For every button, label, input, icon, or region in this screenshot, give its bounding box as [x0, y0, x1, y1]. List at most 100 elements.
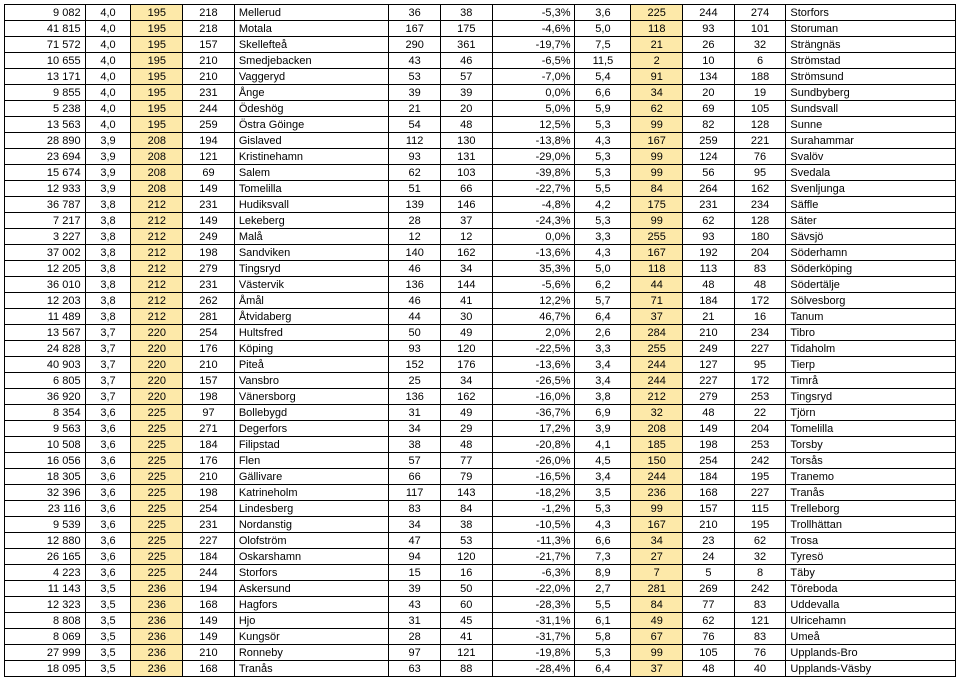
cell: Svedala — [786, 165, 956, 181]
cell: 6,1 — [575, 613, 631, 629]
cell: 12 880 — [5, 533, 86, 549]
cell: 46 — [389, 261, 441, 277]
table-row: 26 1653,6225184Oskarshamn94120-21,7%7,32… — [5, 549, 956, 565]
cell: 27 — [631, 549, 683, 565]
cell: 7 217 — [5, 213, 86, 229]
cell: -13,8% — [492, 133, 575, 149]
cell: 220 — [131, 389, 183, 405]
cell: 225 — [131, 501, 183, 517]
cell: 84 — [440, 501, 492, 517]
cell: Mellerud — [234, 5, 388, 21]
cell: Tibro — [786, 325, 956, 341]
cell: 10 508 — [5, 437, 86, 453]
cell: 4,0 — [85, 21, 131, 37]
cell: 4,5 — [575, 453, 631, 469]
cell: 167 — [631, 517, 683, 533]
cell: 279 — [683, 389, 735, 405]
cell: 48 — [440, 437, 492, 453]
cell: 236 — [131, 613, 183, 629]
cell: 236 — [131, 661, 183, 677]
cell: 4,2 — [575, 197, 631, 213]
cell: 120 — [440, 549, 492, 565]
cell: 105 — [683, 645, 735, 661]
cell: Västervik — [234, 277, 388, 293]
cell: 4,0 — [85, 101, 131, 117]
cell: 3,9 — [85, 165, 131, 181]
cell: -7,0% — [492, 69, 575, 85]
cell: 212 — [131, 213, 183, 229]
cell: 208 — [131, 133, 183, 149]
cell: 18 305 — [5, 469, 86, 485]
cell: Täby — [786, 565, 956, 581]
cell: 71 572 — [5, 37, 86, 53]
cell: 176 — [183, 453, 235, 469]
cell: 9 563 — [5, 421, 86, 437]
cell: Söderköping — [786, 261, 956, 277]
cell: 40 — [734, 661, 786, 677]
cell: 5,5 — [575, 597, 631, 613]
cell: 212 — [131, 309, 183, 325]
cell: 50 — [389, 325, 441, 341]
cell: Upplands-Väsby — [786, 661, 956, 677]
cell: 3,9 — [85, 149, 131, 165]
cell: 3,8 — [85, 277, 131, 293]
cell: -5,6% — [492, 277, 575, 293]
cell: 236 — [131, 645, 183, 661]
cell: 5,3 — [575, 501, 631, 517]
cell: 46 — [440, 53, 492, 69]
cell: 113 — [683, 261, 735, 277]
cell: 4,0 — [85, 85, 131, 101]
cell: -36,7% — [492, 405, 575, 421]
cell: 3,5 — [575, 485, 631, 501]
cell: 195 — [131, 5, 183, 21]
cell: 24 828 — [5, 341, 86, 357]
cell: 210 — [183, 645, 235, 661]
cell: 152 — [389, 357, 441, 373]
cell: Tidaholm — [786, 341, 956, 357]
cell: Degerfors — [234, 421, 388, 437]
cell: 62 — [734, 533, 786, 549]
cell: 195 — [734, 517, 786, 533]
cell: 6,6 — [575, 533, 631, 549]
cell: 5,3 — [575, 645, 631, 661]
table-row: 36 0103,8212231Västervik136144-5,6%6,244… — [5, 277, 956, 293]
table-row: 11 1433,5236194Askersund3950-22,0%2,7281… — [5, 581, 956, 597]
cell: 103 — [440, 165, 492, 181]
cell: 271 — [183, 421, 235, 437]
cell: 62 — [631, 101, 683, 117]
cell: 83 — [389, 501, 441, 517]
cell: Skellefteå — [234, 37, 388, 53]
cell: 264 — [683, 181, 735, 197]
cell: Sundsvall — [786, 101, 956, 117]
cell: 3,7 — [85, 389, 131, 405]
cell: 0,0% — [492, 85, 575, 101]
cell: 149 — [183, 213, 235, 229]
cell: 77 — [683, 597, 735, 613]
cell: 19 — [734, 85, 786, 101]
cell: Olofström — [234, 533, 388, 549]
cell: 244 — [183, 565, 235, 581]
table-row: 10 6554,0195210Smedjebacken4346-6,5%11,5… — [5, 53, 956, 69]
cell: 3,6 — [85, 453, 131, 469]
cell: -26,5% — [492, 373, 575, 389]
cell: -16,5% — [492, 469, 575, 485]
cell: 48 — [440, 117, 492, 133]
cell: 3,6 — [85, 405, 131, 421]
cell: 180 — [734, 229, 786, 245]
cell: Storuman — [786, 21, 956, 37]
cell: 97 — [389, 645, 441, 661]
cell: 124 — [683, 149, 735, 165]
cell: 236 — [131, 597, 183, 613]
cell: 83 — [734, 629, 786, 645]
data-table: 9 0824,0195218Mellerud3638-5,3%3,6225244… — [4, 4, 956, 677]
cell: 259 — [183, 117, 235, 133]
cell: 3,8 — [575, 389, 631, 405]
cell: 225 — [131, 549, 183, 565]
table-row: 9 5633,6225271Degerfors342917,2%3,920814… — [5, 421, 956, 437]
cell: 127 — [683, 357, 735, 373]
cell: 12,5% — [492, 117, 575, 133]
cell: 121 — [440, 645, 492, 661]
cell: 5,3 — [575, 117, 631, 133]
cell: 3,8 — [85, 245, 131, 261]
cell: 37 — [631, 309, 683, 325]
